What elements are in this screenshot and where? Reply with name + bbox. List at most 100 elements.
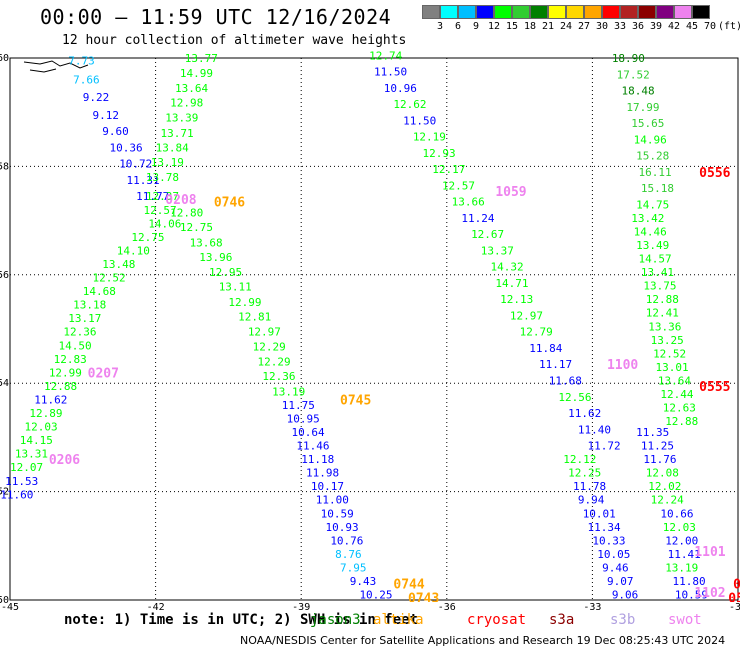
color-scale-tick: 70 [703, 21, 717, 32]
color-swatch [638, 5, 656, 19]
wave-height-label: 11.17 [539, 358, 572, 371]
longitude-tick-label: -36 [438, 602, 456, 613]
wave-height-label: 13.84 [156, 141, 189, 154]
satellite-legend-item: cryosat [467, 612, 527, 628]
pass-time-label: 0746 [214, 196, 245, 211]
wave-height-label: 11.76 [643, 453, 676, 466]
wave-height-label: 9.60 [102, 125, 129, 138]
wave-height-label: 10.36 [109, 141, 142, 154]
wave-height-label: 12.99 [228, 296, 261, 309]
wave-height-label: 13.68 [190, 236, 223, 249]
wave-height-label: 12.74 [369, 49, 402, 62]
wave-height-label: 11.34 [588, 521, 621, 534]
wave-height-label: 11.84 [529, 342, 562, 355]
wave-height-label: 12.07 [10, 461, 43, 474]
wave-height-label: 12.80 [170, 206, 203, 219]
longitude-tick-label: -30 [729, 602, 740, 613]
wave-height-label: 9.94 [578, 494, 605, 507]
color-scale-unit: (ft) [717, 21, 740, 32]
wave-height-label: 10.59 [675, 589, 708, 602]
wave-height-label: 11.50 [374, 66, 407, 79]
wave-height-label: 12.29 [258, 356, 291, 369]
wave-height-label: 12.02 [648, 480, 681, 493]
wave-height-label: 14.10 [117, 244, 150, 257]
latitude-tick-label: 54 [0, 378, 9, 389]
wave-height-label: 13.01 [655, 361, 688, 374]
wave-height-label: 12.17 [432, 163, 465, 176]
wave-height-label: 11.25 [641, 440, 674, 453]
pass-time-label: 0555 [728, 591, 740, 606]
wave-height-label: 10.66 [660, 507, 693, 520]
wave-height-label: 14.50 [59, 339, 92, 352]
wave-height-label: 11.98 [306, 467, 339, 480]
wave-height-label: 14.68 [83, 285, 116, 298]
wave-height-label: 13.64 [658, 374, 691, 387]
wave-height-label: 12.13 [500, 293, 533, 306]
wave-height-label: 12.75 [131, 231, 164, 244]
wave-height-label: 14.15 [20, 434, 53, 447]
wave-height-label: 13.96 [199, 251, 232, 264]
wave-height-label: 9.43 [350, 575, 377, 588]
color-scale-tick: 39 [649, 21, 663, 32]
wave-height-label: 13.71 [160, 127, 193, 140]
color-scale-tick: 45 [685, 21, 699, 32]
wave-height-label: 10.33 [592, 534, 625, 547]
color-scale-tick: 24 [559, 21, 573, 32]
wave-height-label: 10.59 [321, 507, 354, 520]
color-scale-tick: 18 [523, 21, 537, 32]
longitude-tick-label: -45 [1, 602, 19, 613]
wave-height-label: 7.73 [68, 55, 95, 68]
wave-height-label: 11.77 [136, 190, 169, 203]
color-swatch [422, 5, 440, 19]
color-swatch [566, 5, 584, 19]
color-scale-tick: 33 [613, 21, 627, 32]
wave-height-label: 15.28 [636, 150, 669, 163]
wave-height-label: 12.00 [665, 534, 698, 547]
wave-height-label: 13.41 [641, 266, 674, 279]
wave-height-label: 13.48 [102, 258, 135, 271]
wave-height-label: 14.46 [634, 225, 667, 238]
wave-height-label: 10.93 [325, 521, 358, 534]
wave-height-label: 10.05 [597, 548, 630, 561]
pass-time-label: 0744 [393, 578, 424, 593]
map-frame [9, 57, 739, 601]
wave-height-label: 12.25 [568, 467, 601, 480]
wave-height-label: 13.31 [15, 448, 48, 461]
wave-height-label: 18.90 [612, 52, 645, 65]
latitude-tick-label: 52 [0, 487, 9, 498]
satellite-legend-item: s3b [610, 612, 636, 628]
wave-height-label: 12.57 [442, 179, 475, 192]
wave-height-label: 13.66 [452, 196, 485, 209]
color-scale-labels: 3 6 9 12 15 18 21 24 27 30 33 36 39 42 45 70 (ft) [422, 21, 740, 33]
wave-height-label: 12.12 [563, 453, 596, 466]
wave-height-label: 13.64 [175, 82, 208, 95]
color-scale-tick: 42 [667, 21, 681, 32]
wave-height-label: 12.03 [663, 521, 696, 534]
wave-height-label: 13.37 [481, 244, 514, 257]
wave-height-label: 11.46 [296, 440, 329, 453]
wave-height-label: 14.71 [495, 277, 528, 290]
wave-height-label: 13.18 [73, 299, 106, 312]
color-swatch [674, 5, 692, 19]
wave-height-label: 12.41 [646, 307, 679, 320]
wave-height-label: 11.72 [588, 440, 621, 453]
track-layer: 7.73 7.66 9.22 9.12 9.60 10.36 10.72 11.31 11.77… [0, 49, 740, 606]
wave-height-label: 12.83 [54, 353, 87, 366]
wave-height-label: 13.25 [651, 334, 684, 347]
wave-height-label: 8.76 [335, 548, 362, 561]
color-swatch [494, 5, 512, 19]
wave-height-label: 10.64 [291, 426, 324, 439]
wave-height-label: 17.99 [626, 101, 659, 114]
wave-height-label: 12.79 [520, 326, 553, 339]
wave-height-label: 12.88 [646, 293, 679, 306]
wave-height-label: 13.19 [151, 156, 184, 169]
wave-height-label: 10.76 [330, 534, 363, 547]
wave-height-label: 11.53 [5, 475, 38, 488]
pass-time-label: 1101 [694, 545, 725, 560]
wave-height-label: 12.44 [660, 388, 693, 401]
wave-height-label: 9.07 [607, 575, 634, 588]
pass-time-label: 0208 [165, 193, 196, 208]
wave-height-label: 10.96 [384, 82, 417, 95]
wave-height-label: 14.75 [636, 198, 669, 211]
